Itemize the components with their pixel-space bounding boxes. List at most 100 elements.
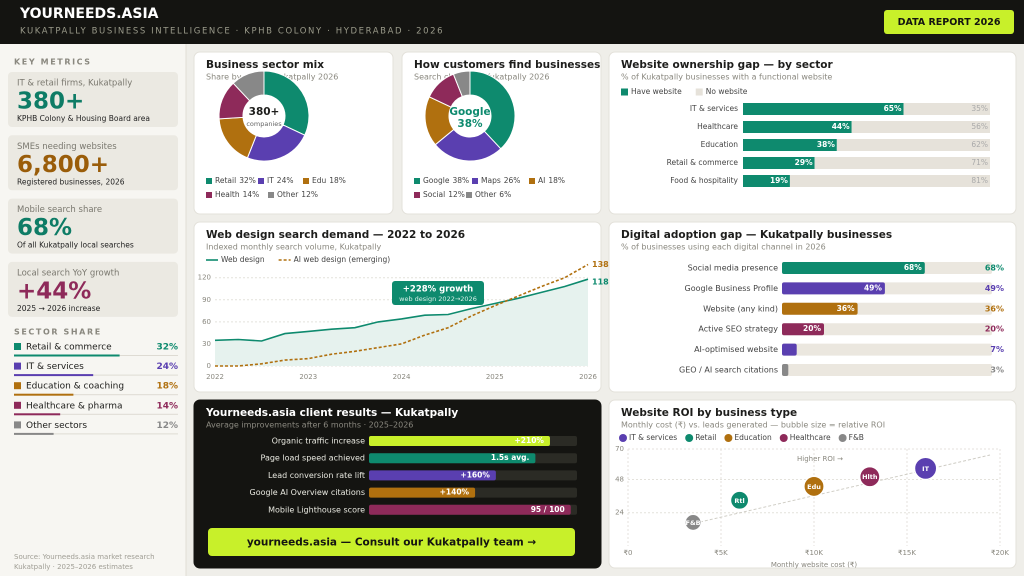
bar-value-label: 36% — [985, 304, 1004, 313]
bar-value-label: 44% — [832, 122, 850, 131]
x-tick-label: ₹10K — [805, 549, 823, 557]
bubble — [729, 490, 750, 510]
source-note: Kukatpally · 2025–2026 estimates — [14, 563, 133, 571]
bar-value-label: 3% — [990, 366, 1004, 375]
legend-name: AI — [538, 176, 545, 185]
bubble-label: Hlth — [862, 473, 878, 481]
bar-label: 1.5s avg. — [491, 453, 530, 462]
bar — [782, 302, 858, 315]
donut-center-label: companies — [246, 120, 282, 128]
bar-label: +210% — [514, 436, 544, 445]
bar-segment — [851, 121, 990, 133]
panel-subtitle: Monthly cost (₹) vs. leads generated — b… — [621, 421, 885, 430]
legend-label: AI 18% — [538, 176, 565, 185]
share-bar — [14, 432, 54, 435]
bar-value-label: 20% — [985, 325, 1004, 334]
share-swatch — [14, 382, 21, 390]
legend-swatch — [466, 192, 472, 198]
legend-label: IT 24% — [267, 176, 293, 185]
cta-label[interactable]: yourneeds.asia — Consult our Kukatpally … — [247, 537, 537, 549]
panel-title: Website ownership gap — by sector — [621, 59, 833, 71]
legend-label: IT & services — [629, 433, 677, 442]
annotation-text: web design 2022→2026 — [399, 295, 477, 303]
legend-label: F&B — [849, 433, 864, 442]
share-value: 18% — [156, 382, 178, 392]
share-value: 32% — [156, 343, 178, 353]
y-tick-label: Page load speed achieved — [260, 454, 365, 463]
share-heading: SECTOR SHARE — [14, 328, 102, 337]
share-track — [14, 394, 178, 396]
share-value: 24% — [156, 362, 178, 372]
report-badge[interactable] — [884, 10, 1014, 34]
panel-subtitle: % of Kukatpally businesses with a functi… — [621, 73, 832, 82]
bar-segment — [836, 139, 990, 151]
legend-label: Social 12% — [423, 190, 465, 199]
bar-value-label: 62% — [971, 140, 988, 149]
end-value-label: 138 — [592, 260, 609, 269]
metric-card — [8, 72, 178, 127]
panel-subtitle: % of businesses using each digital chann… — [621, 243, 826, 252]
legend-name: Google — [423, 176, 450, 185]
y-tick-label: 120 — [198, 274, 211, 282]
legend-label: Edu 18% — [312, 176, 346, 185]
y-tick-label: Healthcare — [697, 122, 738, 131]
bar-value-label: 38% — [817, 140, 835, 149]
legend-swatch — [258, 178, 264, 184]
annotation-title: +228% growth — [403, 285, 473, 295]
y-tick-label: Website (any kind) — [703, 304, 778, 313]
legend-swatch — [303, 178, 309, 184]
bubble — [859, 466, 881, 488]
bar-value-inside: 20% — [803, 324, 821, 333]
bar-track — [782, 323, 992, 336]
legend-name: Other — [277, 190, 299, 199]
bubble — [684, 513, 702, 532]
legend-label: AI web design (emerging) — [294, 255, 391, 264]
bar-value-inside: 49% — [864, 283, 882, 292]
bubble-label: Edu — [807, 483, 821, 491]
share-value: 12% — [156, 421, 178, 431]
legend-swatch — [619, 434, 627, 442]
donut-center-value: Google — [449, 106, 490, 118]
legend-label: Google 38% — [423, 176, 469, 185]
y-tick-label: Mobile Lighthouse score — [268, 505, 365, 514]
brand-subtitle: KUKATPALLY BUSINESS INTELLIGENCE · KPHB … — [20, 27, 444, 37]
report-badge-label[interactable]: DATA REPORT 2026 — [898, 17, 1001, 28]
bar-track — [782, 364, 992, 376]
share-bar — [14, 374, 94, 377]
y-tick-label: Organic traffic increase — [272, 437, 365, 446]
legend-name: Maps — [481, 176, 501, 185]
y-tick-label: 60 — [202, 318, 211, 326]
share-bar — [14, 354, 120, 357]
bubble — [913, 456, 938, 480]
legend-label: Retail 32% — [215, 176, 256, 185]
bar — [369, 453, 536, 464]
bar — [782, 343, 797, 356]
bubble — [803, 475, 825, 498]
bar — [369, 436, 550, 446]
bar-value-label: 35% — [971, 104, 988, 113]
legend-swatch — [414, 192, 420, 198]
annotation: Higher ROI → — [797, 455, 843, 463]
bar-value-label: 29% — [795, 158, 813, 167]
legend-name: Other — [475, 190, 497, 199]
cta-button[interactable] — [208, 528, 575, 556]
y-tick-label: Active SEO strategy — [698, 325, 778, 334]
bar-segment — [743, 139, 837, 151]
legend-label: Education — [734, 433, 772, 442]
source-note: Source: Yourneeds.asia market research — [14, 553, 155, 561]
metric-label: Local search YoY growth — [17, 268, 119, 278]
legend-name: Retail — [215, 176, 236, 185]
x-axis-title: Monthly website cost (₹) — [771, 561, 858, 569]
x-tick-label: 2024 — [393, 373, 411, 381]
share-swatch — [14, 401, 21, 409]
bar — [782, 364, 789, 376]
y-tick-label: 90 — [202, 296, 211, 304]
legend-value: 18% — [548, 176, 565, 185]
legend-value: 18% — [329, 176, 346, 185]
y-tick-label: Google Business Profile — [685, 284, 779, 293]
metric-note: KPHB Colony & Housing Board area — [17, 114, 150, 123]
bar-segment — [743, 157, 815, 169]
legend-swatch — [206, 192, 212, 198]
share-value: 14% — [156, 401, 178, 411]
metric-card — [8, 135, 178, 191]
